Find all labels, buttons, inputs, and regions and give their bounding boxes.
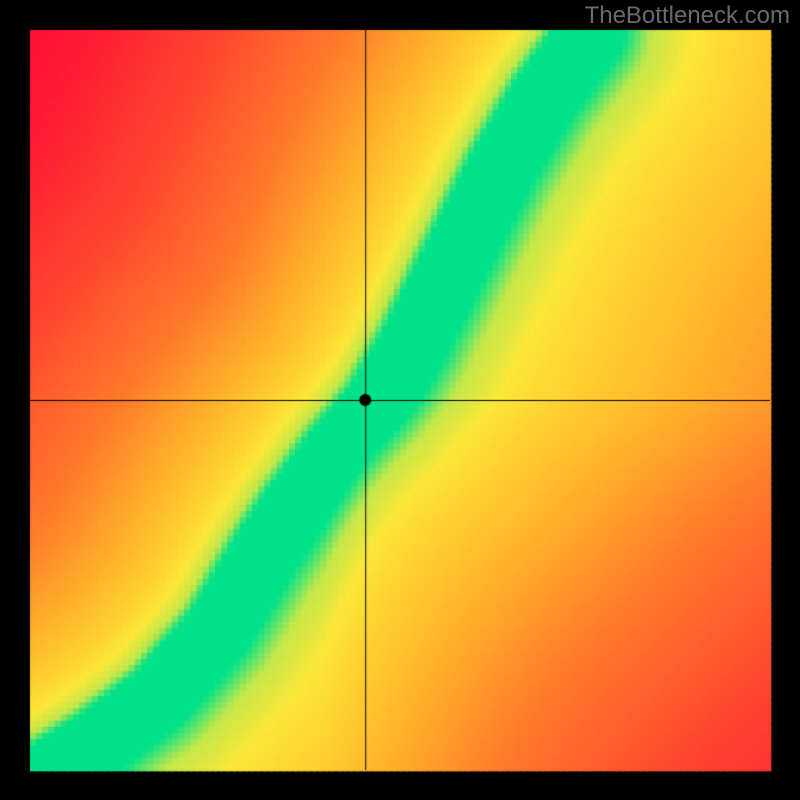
chart-container: TheBottleneck.com [0,0,800,800]
heatmap-canvas [0,0,800,800]
watermark-text: TheBottleneck.com [585,2,790,30]
